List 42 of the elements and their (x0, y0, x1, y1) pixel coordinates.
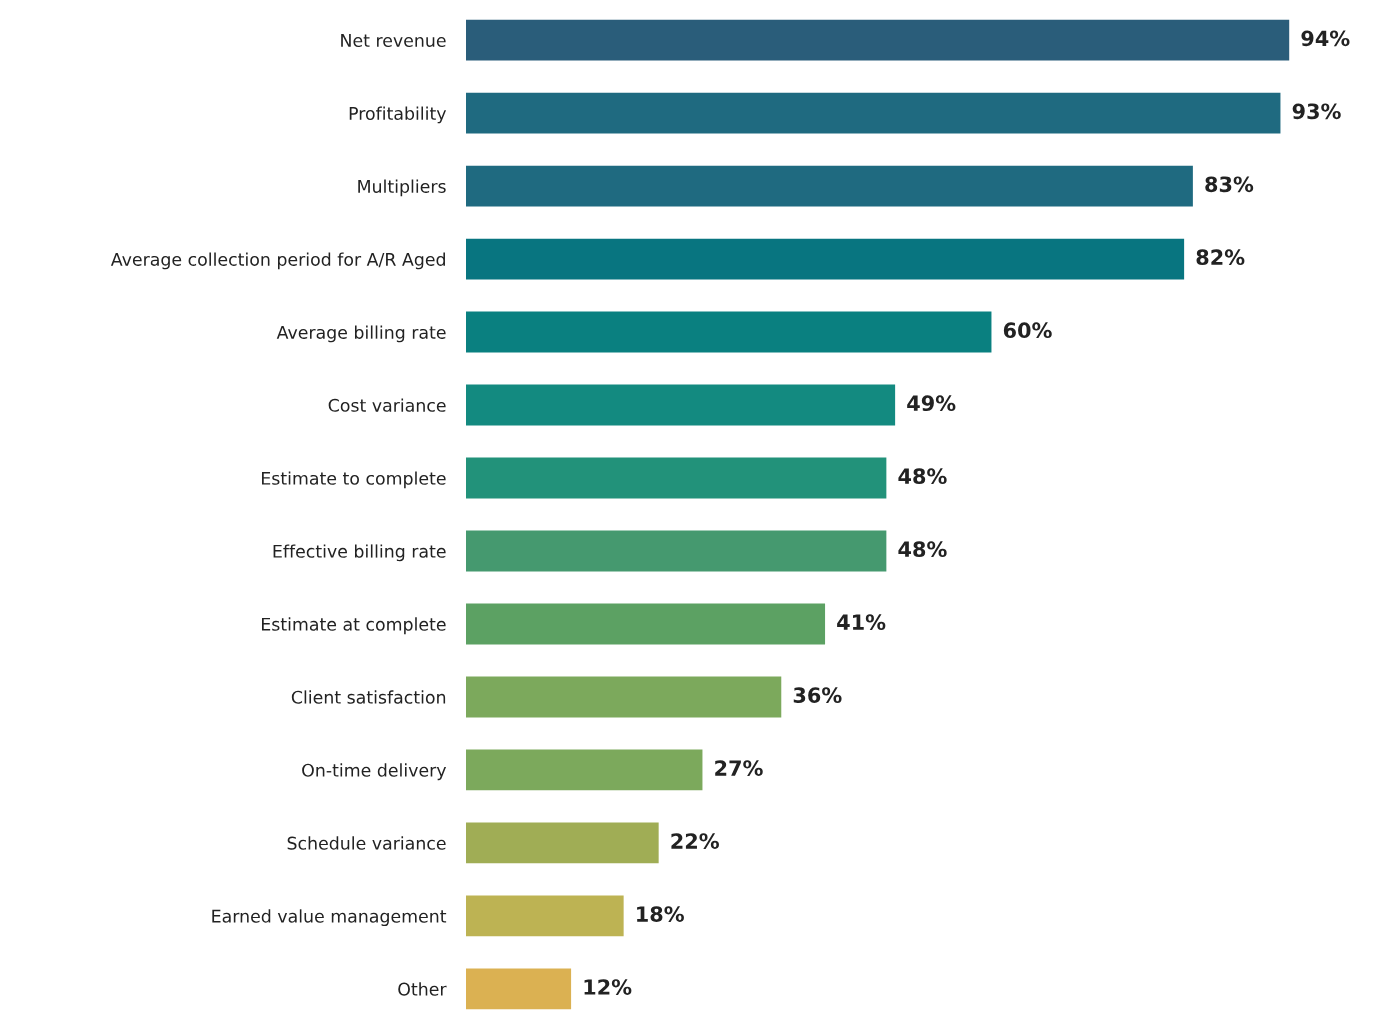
y-tick-label: Net revenue (341, 34, 446, 47)
data-label: 82% (1196, 249, 1245, 266)
data-label: 27% (715, 760, 763, 776)
y-tick-label: On-time delivery (302, 763, 447, 781)
y-tick-label: Cost variance (328, 398, 446, 412)
y-tick-label: Multipliers (358, 179, 446, 197)
y-tick-label: Effective billing rate (273, 544, 446, 562)
data-label: 22% (671, 833, 719, 849)
data-label: 12% (584, 979, 632, 995)
y-tick-label: Estimate at complete (262, 617, 446, 635)
bar (466, 457, 887, 499)
bar (466, 238, 1185, 280)
bar (466, 749, 703, 791)
y-tick-label: Average billing rate (276, 325, 446, 343)
data-label: 93% (1292, 103, 1341, 120)
y-tick-label: Estimate to complete (262, 471, 446, 489)
data-label: 36% (793, 687, 842, 703)
y-tick-label: Profitability (349, 106, 447, 124)
bar (466, 530, 887, 572)
data-label: 49% (907, 395, 956, 412)
bar (466, 165, 1193, 207)
data-label: 48% (898, 468, 947, 485)
bar (466, 895, 624, 937)
bar (466, 676, 782, 718)
y-tick-label: Other (398, 982, 447, 996)
data-label: 48% (898, 541, 947, 558)
data-label: 83% (1205, 176, 1254, 193)
bar (466, 822, 659, 864)
y-tick-label: Client satisfaction (291, 690, 446, 704)
data-label: 94% (1301, 30, 1350, 47)
bar (466, 968, 572, 1010)
y-tick-label: Schedule variance (287, 836, 446, 850)
bar (466, 92, 1281, 134)
bar (466, 384, 896, 426)
data-label: 60% (1003, 322, 1052, 339)
data-label: 41% (837, 614, 886, 631)
bar (466, 311, 992, 353)
data-label: 18% (637, 906, 684, 922)
bar (466, 603, 826, 645)
bar (466, 19, 1290, 61)
y-tick-label: Average collection period for A/R Aged (110, 252, 445, 270)
y-tick-label: Earned value management (212, 909, 447, 927)
